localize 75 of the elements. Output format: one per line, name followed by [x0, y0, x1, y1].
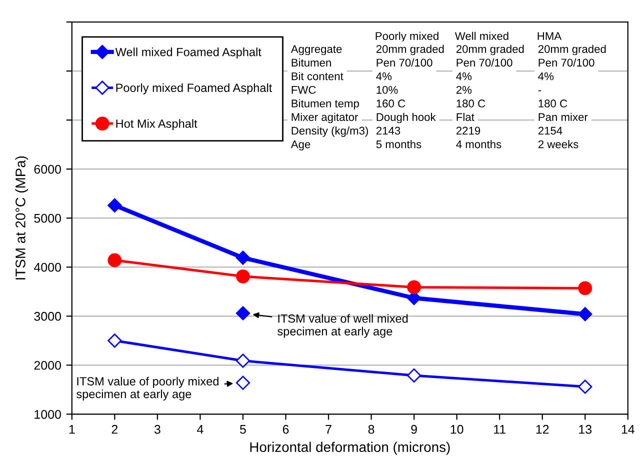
x-tick-label: 10 — [450, 424, 464, 434]
point — [236, 376, 250, 390]
x-tick-label: 11 — [494, 425, 506, 434]
annotation: Pan mixer — [538, 112, 588, 122]
annotation: 180 C — [538, 100, 568, 108]
annotation: Pen 70/100 — [376, 58, 432, 67]
point — [578, 380, 592, 394]
annotation: 10% — [376, 86, 398, 94]
legend-label: Well mixed Foamed Asphalt — [115, 48, 262, 59]
annotation: Density (kg/m3) — [292, 126, 368, 137]
x-tick-label: 5 — [240, 425, 246, 434]
legend-label: Poorly mixed Foamed Asphalt — [116, 83, 272, 94]
annotation: Age — [290, 140, 310, 150]
annotation: Poorly mixed — [376, 32, 438, 42]
point — [236, 354, 250, 368]
annotation: 160 C — [376, 100, 406, 108]
y-tick-label: 6000 — [34, 164, 61, 174]
annotation: 2 weeks — [538, 140, 578, 148]
annotation: Mixer agitator — [292, 112, 358, 124]
y-tick-label: 3000 — [34, 312, 61, 321]
annotation: 4% — [376, 72, 392, 80]
annotation: 20mm graded — [376, 44, 444, 56]
annotation: - — [538, 90, 542, 92]
annotation: Pen 70/100 — [456, 58, 512, 67]
x-tick-label: 4 — [197, 425, 204, 434]
x-axis-title: Horizontal deformation (microns) — [250, 442, 450, 455]
annotation: 2143 — [376, 126, 400, 135]
y-tick-label: 4000 — [34, 262, 61, 272]
annotation: Bitumen — [292, 58, 331, 67]
x-tick-label: 3 — [154, 424, 160, 434]
point — [578, 307, 592, 322]
annotation: 20mm graded — [456, 44, 524, 56]
annotation: Bitumen temp — [292, 99, 359, 110]
annotation: ITSM value of well mixed specimen at early age — [278, 314, 408, 338]
x-tick-label: 12 — [536, 424, 549, 434]
point — [407, 280, 421, 294]
point — [108, 198, 122, 212]
annotation: Bit content — [292, 72, 344, 80]
annotation: Well mixed — [454, 32, 508, 40]
annotation: ITSM value of poorly mixed specimen at early age — [76, 376, 218, 401]
annotation: HMA — [538, 32, 562, 40]
y-tick-label: 1000 — [34, 410, 61, 419]
x-tick-label: 1 — [69, 425, 75, 434]
y-tick-label: 5000 — [34, 214, 61, 223]
point — [236, 250, 250, 265]
annotation: Dough hook — [376, 112, 436, 124]
x-tick-label: 14 — [622, 425, 634, 434]
annotation: 2154 — [538, 126, 562, 135]
point — [108, 334, 122, 348]
y-axis-title: ITSM at 20°C (MPa) — [15, 156, 28, 280]
annotation: Aggregate — [290, 45, 342, 56]
x-tick-label: 13 — [579, 424, 592, 434]
annotation: 2% — [456, 86, 472, 94]
point — [578, 281, 592, 296]
point — [236, 306, 250, 320]
annotation: 4 months — [456, 140, 502, 148]
annotation: 4% — [456, 72, 472, 80]
annotation: 2219 — [456, 126, 480, 135]
x-tick-label: 2 — [112, 424, 118, 434]
legend-label: Hot Mix Asphalt — [116, 119, 198, 130]
annotation: 5 months — [376, 140, 422, 148]
x-tick-label: 7 — [326, 425, 332, 434]
point — [406, 368, 422, 383]
annotation: 20mm graded — [538, 44, 606, 56]
annotation: Pen 70/100 — [538, 58, 594, 67]
x-tick-label: 9 — [411, 424, 417, 434]
point — [236, 269, 250, 284]
annotation: Flat — [456, 112, 474, 122]
x-tick-label: 8 — [368, 424, 374, 434]
y-tick-label: 2000 — [34, 360, 61, 370]
x-tick-label: 6 — [282, 424, 289, 434]
annotation: FWC — [292, 86, 316, 94]
annotation: 180 C — [456, 100, 486, 108]
point — [108, 253, 122, 268]
annotation: 4% — [538, 72, 554, 80]
